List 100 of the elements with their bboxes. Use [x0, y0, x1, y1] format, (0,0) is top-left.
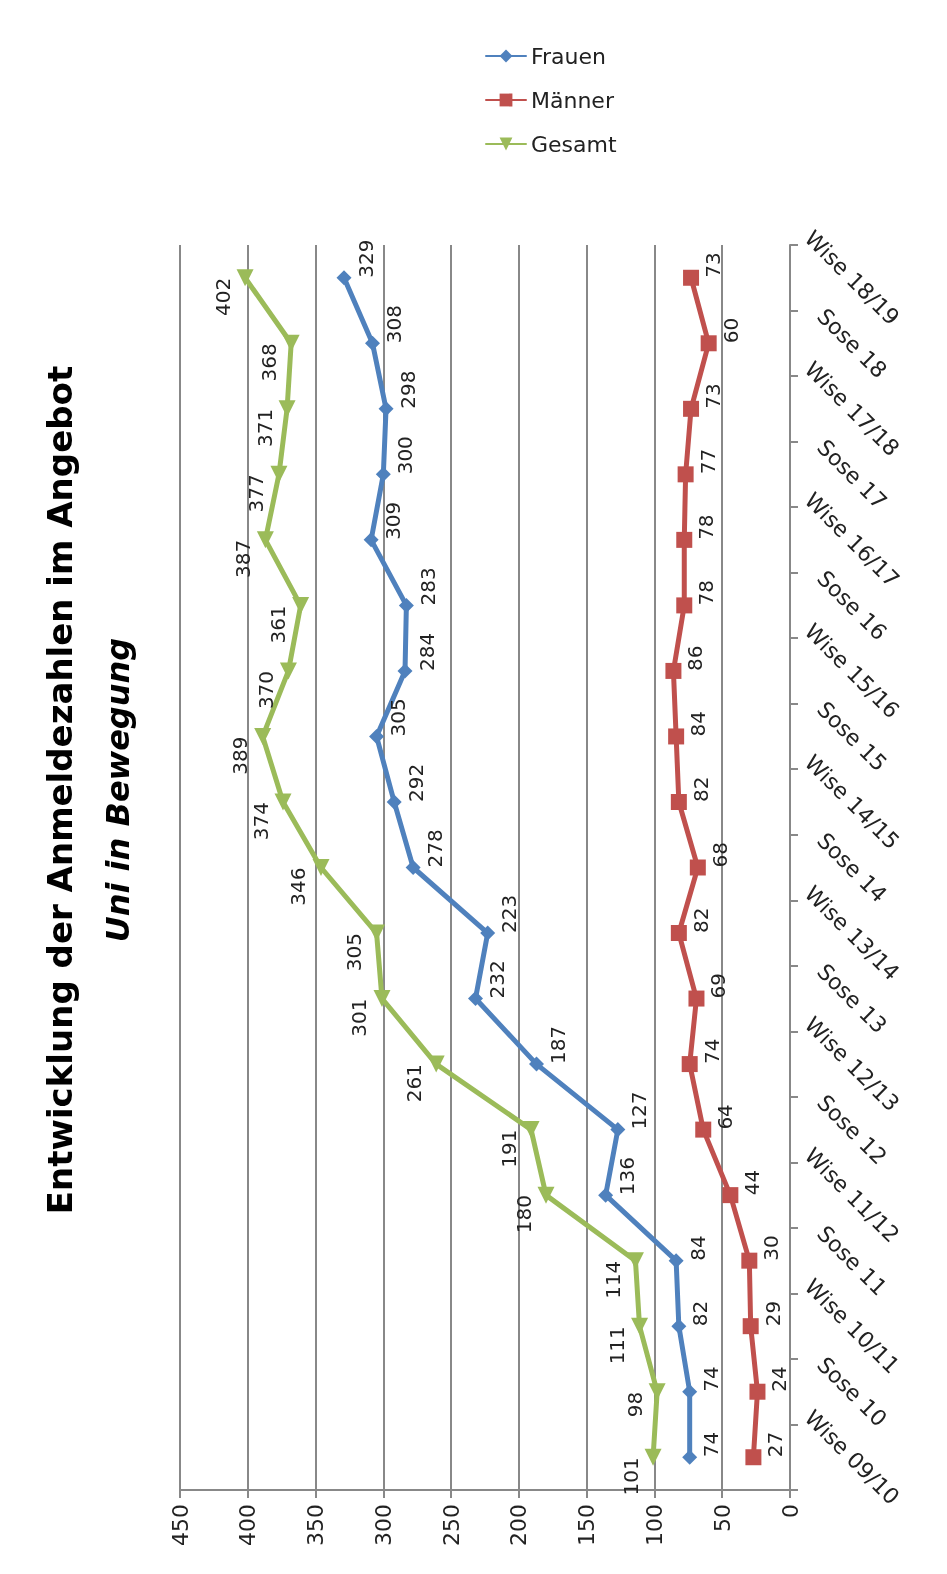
x-tick-label: 450	[167, 1504, 193, 1546]
data-label: 69	[706, 973, 731, 999]
point	[689, 859, 706, 876]
data-label: 370	[253, 670, 278, 710]
data-label: 73	[701, 252, 726, 278]
point	[670, 793, 687, 810]
point	[279, 662, 297, 680]
point	[397, 663, 413, 679]
point	[537, 1186, 555, 1204]
legend-label: Frauen	[531, 43, 607, 69]
data-label: 77	[695, 448, 720, 475]
point	[683, 269, 700, 286]
data-label: 389	[228, 736, 253, 775]
point	[364, 335, 380, 351]
x-tick-label: 0	[777, 1504, 803, 1518]
data-label: 329	[353, 239, 378, 278]
data-label: 74	[699, 1431, 724, 1458]
data-label: 284	[414, 632, 439, 671]
point	[598, 1187, 614, 1203]
point	[665, 662, 682, 679]
point	[631, 1317, 649, 1335]
x-tick-label: 100	[641, 1504, 667, 1546]
point	[236, 269, 254, 287]
data-label: 278	[422, 829, 447, 868]
point	[363, 532, 379, 548]
point	[682, 1449, 698, 1465]
data-label: 261	[401, 1064, 426, 1103]
data-label: 283	[415, 567, 440, 606]
data-label: 84	[685, 1235, 710, 1261]
data-label: 86	[683, 645, 708, 671]
point	[668, 728, 685, 745]
point	[522, 1121, 540, 1139]
point	[468, 991, 484, 1007]
point	[480, 925, 496, 941]
point	[529, 1056, 545, 1072]
point	[256, 531, 274, 549]
data-label: 30	[759, 1235, 784, 1261]
data-label: 298	[395, 370, 420, 409]
point	[681, 1056, 698, 1073]
data-label: 98	[622, 1391, 647, 1418]
x-tick-label: 50	[709, 1504, 735, 1532]
legend-label: Männer	[531, 87, 615, 113]
x-tick-label: 200	[506, 1504, 532, 1546]
data-label: 29	[760, 1300, 785, 1327]
point	[700, 335, 717, 352]
data-label: 377	[244, 474, 269, 513]
point	[274, 793, 292, 811]
x-tick-label: 350	[303, 1504, 329, 1546]
data-label: 111	[605, 1326, 630, 1365]
data-label: 308	[381, 305, 406, 344]
point	[610, 1122, 626, 1138]
point	[749, 1383, 766, 1400]
text: Uni in Bewegung	[99, 637, 137, 943]
data-label: 101	[618, 1457, 643, 1496]
data-label: 44	[740, 1169, 765, 1196]
point	[312, 859, 330, 876]
point	[676, 597, 693, 614]
data-label: 301	[347, 998, 372, 1037]
data-label: 74	[699, 1038, 724, 1065]
point	[378, 401, 394, 417]
data-label: 187	[546, 1025, 571, 1065]
data-label: 368	[256, 343, 281, 382]
point	[369, 728, 385, 744]
data-label: 84	[686, 710, 711, 737]
data-label: 127	[627, 1091, 652, 1130]
point	[644, 1448, 662, 1466]
data-label: 374	[248, 801, 273, 841]
point	[688, 990, 705, 1007]
data-label: 78	[694, 514, 719, 540]
point	[670, 925, 687, 942]
data-label: 305	[342, 933, 367, 972]
data-label: 74	[699, 1366, 724, 1392]
data-label: 371	[252, 408, 277, 447]
data-label: 114	[600, 1260, 625, 1299]
point	[373, 990, 391, 1008]
x-tick-label: 400	[235, 1504, 261, 1546]
point	[270, 465, 288, 483]
data-label: 292	[403, 763, 428, 802]
data-label: 387	[230, 539, 255, 579]
x-tick-label: 150	[574, 1504, 600, 1546]
point	[695, 1121, 712, 1138]
data-label: 27	[763, 1431, 788, 1458]
point	[676, 531, 693, 548]
point	[398, 597, 414, 613]
data-label: 136	[615, 1156, 640, 1196]
data-label: 82	[688, 907, 713, 934]
x-tick-label: 250	[438, 1504, 464, 1546]
legend-label: Gesamt	[531, 131, 617, 157]
data-label: 82	[688, 776, 713, 802]
data-label: 73	[701, 383, 726, 409]
data-label: 361	[266, 605, 291, 644]
point	[677, 466, 694, 483]
point	[254, 727, 272, 745]
point	[292, 596, 310, 614]
data-label: 305	[386, 698, 411, 737]
point	[336, 270, 352, 286]
data-label: 402	[210, 277, 235, 316]
data-label: 223	[497, 894, 522, 934]
point	[745, 1449, 762, 1466]
data-label: 300	[392, 436, 417, 475]
